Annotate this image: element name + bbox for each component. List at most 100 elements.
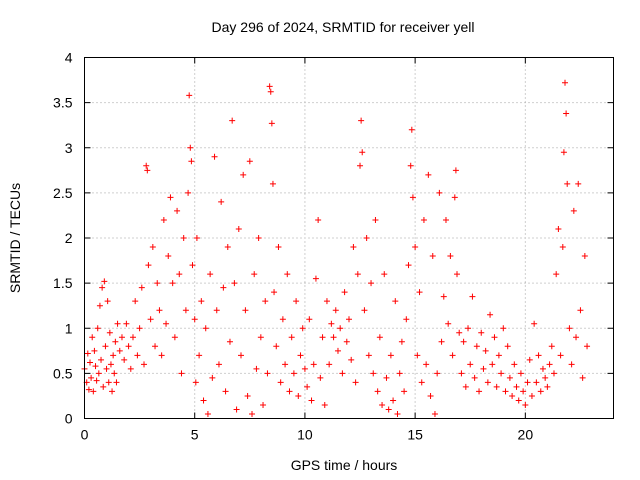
data-point <box>352 379 359 386</box>
data-point <box>94 325 101 332</box>
data-point <box>253 365 260 372</box>
data-point <box>401 388 408 395</box>
data-point <box>103 365 110 372</box>
data-point <box>573 334 580 341</box>
y-tick-label: 3 <box>65 140 73 156</box>
data-point <box>323 298 330 305</box>
x-tick-label: 10 <box>297 427 313 443</box>
data-point <box>317 374 324 381</box>
x-axis-label: GPS time / hours <box>291 457 398 473</box>
data-point <box>188 158 195 165</box>
data-point <box>454 271 461 278</box>
y-tick-label: 1.5 <box>53 275 73 291</box>
data-point <box>233 406 240 413</box>
data-point <box>553 271 560 278</box>
data-point <box>154 280 161 287</box>
data-point <box>109 388 116 395</box>
data-point <box>160 216 167 223</box>
data-point <box>235 225 242 232</box>
data-point <box>96 302 103 309</box>
data-point <box>182 307 189 314</box>
data-point <box>290 370 297 377</box>
data-point <box>110 352 117 359</box>
data-point <box>559 244 566 251</box>
data-point <box>407 162 414 169</box>
data-point <box>293 298 300 305</box>
y-tick-label: 3.5 <box>53 95 73 111</box>
data-point <box>458 370 465 377</box>
data-point <box>87 359 94 366</box>
y-tick-label: 2 <box>65 230 73 246</box>
data-point <box>187 144 194 151</box>
data-point <box>363 235 370 241</box>
data-point <box>92 363 99 370</box>
x-tick-label: 5 <box>191 427 199 443</box>
data-point <box>484 379 491 386</box>
data-point <box>244 392 251 399</box>
data-point <box>535 352 542 359</box>
data-point <box>315 216 322 223</box>
data-point <box>350 244 357 251</box>
data-point <box>434 370 441 377</box>
data-point <box>489 361 496 368</box>
data-point <box>282 361 289 368</box>
data-point <box>207 271 214 278</box>
data-point <box>577 307 584 314</box>
data-point <box>279 316 286 323</box>
data-point <box>158 352 165 359</box>
data-point <box>482 347 489 354</box>
data-point <box>383 374 390 381</box>
data-point <box>570 207 577 214</box>
data-point <box>515 397 522 404</box>
data-point <box>498 370 505 377</box>
data-point <box>240 171 247 178</box>
data-point <box>267 88 274 95</box>
data-point <box>215 361 222 368</box>
data-point <box>251 271 258 278</box>
data-point <box>93 377 100 384</box>
data-point <box>299 325 306 332</box>
data-point <box>306 316 313 323</box>
data-point <box>196 352 203 359</box>
y-tick-label: 0 <box>65 411 73 427</box>
data-point <box>226 338 233 345</box>
data-point <box>465 325 472 332</box>
data-point <box>546 361 553 368</box>
data-point <box>202 325 209 332</box>
data-point <box>144 167 151 174</box>
data-point <box>564 180 571 187</box>
data-point <box>147 316 154 323</box>
data-point <box>116 347 123 354</box>
data-point <box>218 198 225 205</box>
data-point <box>563 110 570 117</box>
data-point <box>242 307 249 314</box>
data-point <box>372 216 379 223</box>
data-point <box>359 149 366 156</box>
data-point <box>480 365 487 372</box>
data-point <box>341 289 348 296</box>
data-point <box>370 370 377 377</box>
grid <box>84 57 614 419</box>
data-point <box>361 307 368 314</box>
data-point <box>127 365 134 372</box>
data-point <box>134 352 141 359</box>
data-point <box>385 406 392 413</box>
data-point <box>209 374 216 381</box>
chart-title: Day 296 of 2024, SRMTID for receiver yel… <box>212 19 475 35</box>
data-point <box>354 271 361 278</box>
data-point <box>408 126 415 133</box>
data-point <box>138 284 145 291</box>
data-point <box>246 158 253 165</box>
data-point <box>409 194 416 201</box>
data-point <box>506 374 513 381</box>
data-point <box>376 334 383 341</box>
data-point <box>469 293 476 300</box>
data-points <box>81 79 591 417</box>
x-tick-label: 20 <box>518 427 534 443</box>
data-point <box>427 392 434 399</box>
y-tick-label: 1 <box>65 320 73 336</box>
data-point <box>88 374 95 381</box>
data-point <box>220 284 227 291</box>
data-point <box>440 293 447 300</box>
data-point <box>548 343 555 350</box>
